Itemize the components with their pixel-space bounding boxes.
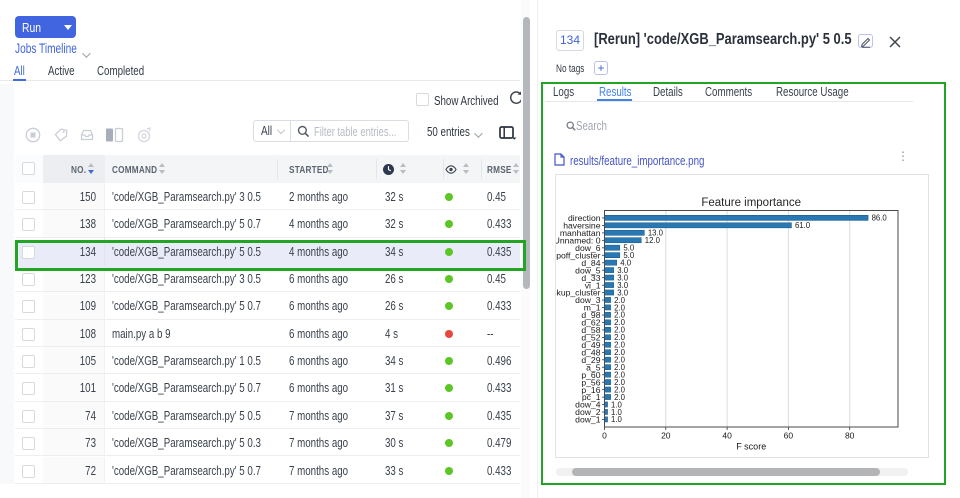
svg-text:4.0: 4.0 (620, 258, 632, 267)
svg-text:p_56: p_56 (581, 377, 600, 387)
svg-text:dropoff_cluster: dropoff_cluster (556, 250, 601, 260)
svg-text:d_98: d_98 (581, 310, 600, 320)
svg-text:5.0: 5.0 (623, 244, 635, 253)
svg-text:d_58: d_58 (581, 325, 600, 335)
svg-text:2.0: 2.0 (614, 318, 626, 327)
svg-text:Unnamed: 0: Unnamed: 0 (556, 235, 601, 245)
svg-text:2.0: 2.0 (614, 296, 626, 305)
svg-text:d_33: d_33 (581, 273, 600, 283)
svg-text:p_60: p_60 (581, 370, 600, 380)
svg-text:m_1: m_1 (584, 303, 601, 313)
svg-text:dow_3: dow_3 (575, 295, 601, 305)
svg-text:60: 60 (784, 431, 794, 441)
svg-text:d_52: d_52 (581, 333, 600, 343)
svg-text:2.0: 2.0 (614, 385, 626, 394)
svg-text:40: 40 (722, 431, 732, 441)
svg-text:dow_4: dow_4 (575, 400, 601, 410)
svg-text:0: 0 (602, 431, 607, 441)
svg-text:vi_1: vi_1 (585, 280, 601, 290)
svg-text:80: 80 (845, 431, 855, 441)
svg-text:2.0: 2.0 (614, 378, 626, 387)
svg-text:Feature importance: Feature importance (701, 197, 801, 209)
svg-text:d_48: d_48 (581, 347, 600, 357)
svg-text:86.0: 86.0 (872, 214, 888, 223)
svg-text:1.0: 1.0 (611, 408, 623, 417)
svg-text:dow_5: dow_5 (575, 265, 601, 275)
svg-text:2.0: 2.0 (614, 326, 626, 335)
svg-text:2.0: 2.0 (614, 363, 626, 372)
svg-text:manhattan: manhattan (560, 228, 601, 238)
svg-text:2.0: 2.0 (614, 303, 626, 312)
svg-text:61.0: 61.0 (795, 221, 811, 230)
svg-text:5.0: 5.0 (623, 251, 635, 260)
svg-text:2.0: 2.0 (614, 333, 626, 342)
svg-text:20: 20 (661, 431, 671, 441)
svg-text:1.0: 1.0 (611, 400, 623, 409)
svg-text:d_84: d_84 (581, 258, 600, 268)
svg-text:3.0: 3.0 (617, 266, 629, 275)
svg-text:3.0: 3.0 (617, 281, 629, 290)
svg-text:dow_1: dow_1 (575, 415, 601, 425)
svg-text:1.0: 1.0 (611, 415, 623, 424)
svg-text:dow_6: dow_6 (575, 243, 601, 253)
svg-text:pc_1: pc_1 (582, 392, 601, 402)
svg-text:2.0: 2.0 (614, 311, 626, 320)
svg-text:a_5: a_5 (586, 362, 601, 372)
svg-text:haversine: haversine (563, 221, 600, 231)
svg-text:F score: F score (736, 442, 766, 452)
svg-text:d_29: d_29 (581, 355, 600, 365)
svg-text:12.0: 12.0 (645, 236, 661, 245)
svg-text:2.0: 2.0 (614, 341, 626, 350)
svg-text:3.0: 3.0 (617, 288, 629, 297)
svg-text:2.0: 2.0 (614, 348, 626, 357)
svg-text:dow_2: dow_2 (575, 407, 601, 417)
svg-text:2.0: 2.0 (614, 393, 626, 402)
svg-text:pickup_cluster: pickup_cluster (556, 288, 601, 298)
svg-text:d_49: d_49 (581, 340, 600, 350)
svg-text:13.0: 13.0 (648, 229, 664, 238)
svg-text:2.0: 2.0 (614, 356, 626, 365)
svg-text:d_62: d_62 (581, 318, 600, 328)
svg-text:3.0: 3.0 (617, 273, 629, 282)
svg-text:direction: direction (568, 213, 601, 223)
svg-text:p_16: p_16 (581, 385, 600, 395)
svg-text:2.0: 2.0 (614, 370, 626, 379)
